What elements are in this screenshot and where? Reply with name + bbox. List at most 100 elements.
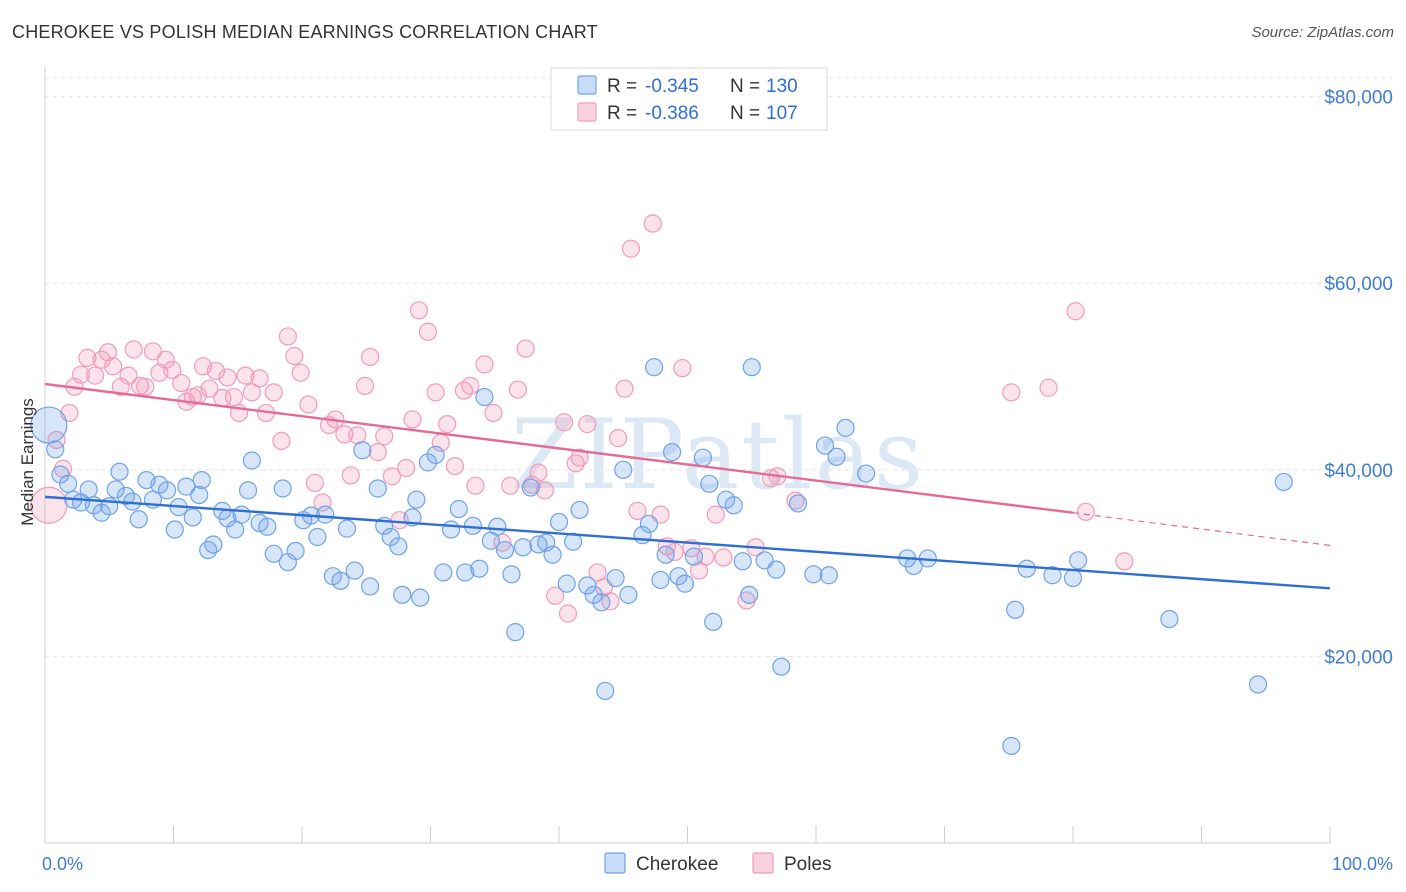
y-tick-label: $20,000: [1324, 647, 1393, 668]
poles-point: [445, 456, 465, 476]
cherokee-point: [578, 576, 597, 595]
cherokee-r-label: R =: [607, 76, 637, 97]
poles-point: [615, 379, 634, 398]
cherokee-point: [693, 448, 713, 467]
x-tick-label-start: 0.0%: [42, 854, 83, 874]
cherokee-point: [1069, 551, 1088, 570]
cherokee-r-value: -0.345: [645, 76, 699, 97]
poles-point: [558, 604, 578, 623]
poles-point: [621, 239, 641, 258]
cherokee-trend-line: [44, 495, 1331, 590]
cherokee-point: [389, 537, 408, 556]
cherokee-point: [238, 481, 258, 500]
cherokee-point: [1006, 600, 1025, 619]
x-tick-labels: 0.0% 100.0%: [42, 854, 1393, 874]
series-legend: Cherokee Poles: [604, 852, 832, 875]
x-tick-label-end: 100.0%: [1332, 854, 1393, 874]
cherokee-point: [733, 552, 752, 571]
y-tick-label: $40,000: [1324, 461, 1393, 482]
poles-point: [570, 448, 589, 467]
cherokee-point: [904, 556, 923, 576]
cherokee-point: [368, 479, 387, 498]
y-tick-label: $80,000: [1324, 88, 1393, 109]
poles-trend-line: [44, 382, 1074, 514]
poles-point: [250, 369, 269, 388]
poles-point: [1002, 383, 1021, 402]
poles-point: [78, 348, 97, 367]
cherokee-point: [199, 540, 218, 560]
cherokee-point: [449, 499, 468, 519]
cherokee-point: [724, 496, 743, 515]
cherokee-point: [584, 585, 603, 604]
poles-point: [714, 548, 733, 567]
poles-point: [628, 501, 647, 520]
poles-point: [92, 350, 111, 369]
poles-swatch: [577, 102, 597, 122]
poles-point: [218, 368, 237, 387]
cherokee-point: [521, 478, 540, 497]
cherokee-point: [59, 474, 78, 493]
legend-cherokee-label: Cherokee: [636, 854, 718, 875]
cherokee-points: [30, 358, 1293, 756]
y-tick-label: $60,000: [1324, 274, 1393, 295]
cherokee-point: [675, 574, 695, 593]
cherokee-point: [79, 480, 98, 499]
cherokee-point: [700, 474, 719, 493]
cherokee-point: [192, 470, 211, 490]
poles-point: [535, 481, 554, 500]
poles-point: [786, 491, 805, 510]
poles-point: [578, 415, 597, 434]
cherokee-point: [1248, 675, 1268, 694]
poles-point: [475, 355, 494, 374]
poles-point: [206, 361, 226, 381]
cherokee-point: [273, 479, 292, 498]
poles-point: [98, 343, 118, 362]
trend-lines: [44, 382, 1331, 590]
poles-point: [272, 431, 291, 451]
cherokee-point: [331, 571, 350, 590]
axes: [44, 66, 1331, 844]
cherokee-point: [614, 460, 633, 479]
cherokee-point: [190, 485, 209, 505]
cherokee-point: [353, 441, 372, 460]
cherokee-point: [393, 585, 412, 604]
cherokee-point: [513, 538, 533, 557]
poles-point: [104, 357, 123, 376]
poles-point: [156, 350, 175, 369]
poles-n-label: N =: [730, 103, 760, 124]
cherokee-point: [815, 436, 835, 455]
cherokee-point: [788, 494, 808, 513]
cherokee-point: [129, 510, 148, 529]
cherokee-n-label: N =: [730, 76, 760, 97]
cherokee-point: [819, 566, 838, 585]
cherokee-point: [286, 541, 305, 561]
cherokee-point: [570, 500, 589, 520]
legend-poles-label: Poles: [784, 854, 832, 875]
poles-point: [501, 476, 520, 495]
poles-point: [172, 373, 191, 393]
stats-legend: R = -0.345 N = 130 R = -0.386 N = 107: [550, 67, 828, 131]
cherokee-point: [606, 568, 625, 588]
poles-point: [426, 383, 445, 402]
cherokee-point: [857, 464, 876, 483]
cherokee-point: [644, 358, 664, 377]
stats-legend-box: [550, 67, 828, 131]
poles-point: [86, 366, 105, 385]
poles-point: [673, 359, 692, 378]
cherokee-point: [564, 532, 583, 551]
poles-point: [355, 376, 375, 395]
poles-point: [529, 463, 548, 482]
poles-point: [368, 443, 387, 462]
cherokee-point: [361, 577, 380, 596]
poles-trend-extension: [1072, 512, 1331, 546]
cherokee-point: [502, 565, 521, 584]
cherokee-point: [836, 418, 855, 437]
cherokee-point: [264, 544, 283, 563]
poles-point: [508, 380, 527, 399]
poles-point: [305, 473, 324, 492]
poles-point: [143, 342, 163, 361]
poles-point: [1076, 502, 1095, 521]
poles-point: [278, 327, 297, 346]
cherokee-point: [506, 623, 525, 642]
